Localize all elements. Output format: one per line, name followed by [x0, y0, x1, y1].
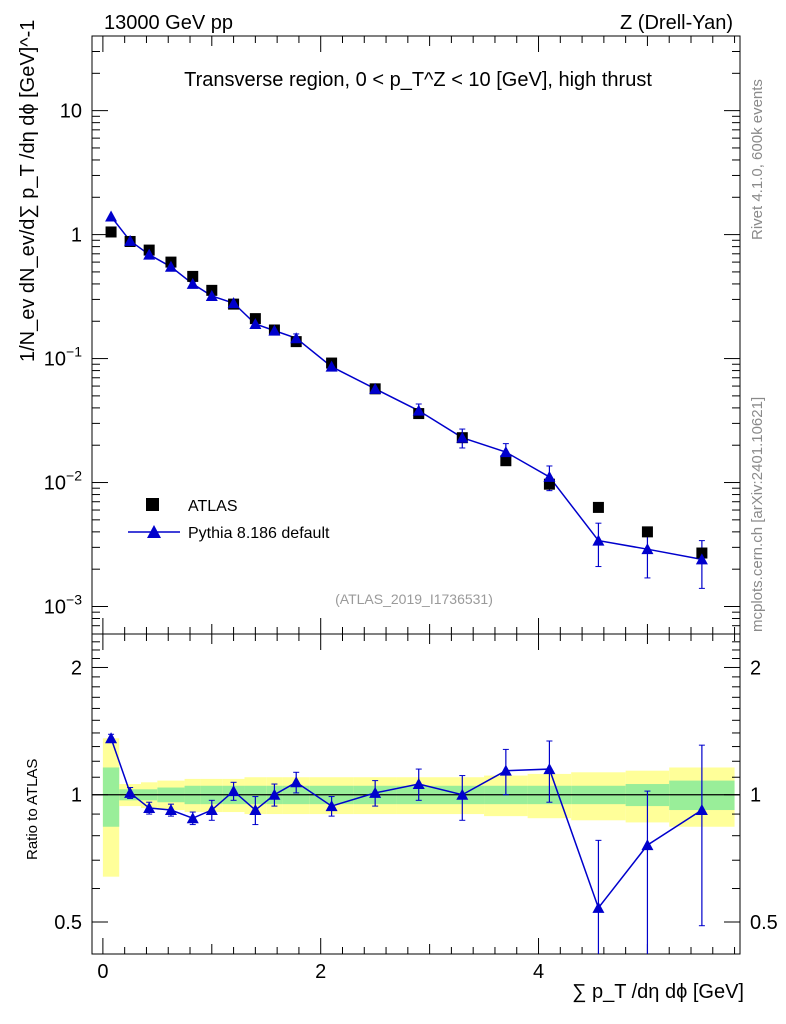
x-tick-label: 2	[315, 961, 326, 983]
legend: ATLAS Pythia 8.186 default	[128, 498, 330, 542]
atlas-point	[105, 226, 117, 238]
legend-pythia-label: Pythia 8.186 default	[188, 525, 330, 542]
pythia-point	[325, 360, 338, 372]
pythia-point	[290, 332, 303, 344]
y-axis-title: 1/N_ev dN_ev/d∑ p_T /dη dϕ [GeV]^-1	[17, 20, 39, 362]
ratio-point	[499, 764, 512, 776]
legend-atlas-marker	[146, 498, 159, 511]
ratio-point	[124, 786, 137, 798]
ratio-point	[325, 800, 338, 812]
atlas-point	[543, 478, 555, 490]
ratio-point	[369, 786, 382, 798]
rivet-label: Rivet 4.1.0, 600k events	[749, 79, 766, 240]
legend-atlas-label: ATLAS	[188, 498, 238, 515]
legend-pythia-marker	[147, 525, 161, 538]
pythia-point	[249, 318, 262, 330]
ratio-line	[110, 738, 703, 910]
x-axis-title: ∑ p_T /dη dϕ [GeV]	[572, 981, 744, 1003]
ratio-point	[695, 804, 708, 816]
pythia-point	[412, 404, 425, 416]
ratio-tick-label-left: 1	[71, 785, 82, 807]
y-tick-label: 10−1	[44, 344, 82, 371]
ratio-point	[543, 763, 556, 775]
ratio-point	[268, 788, 281, 800]
y-tick-label: 10−2	[44, 468, 82, 495]
ratio-tick-label-left: 2	[71, 657, 82, 679]
pythia-point	[268, 324, 281, 336]
ratio-point	[143, 802, 156, 814]
pythia-point	[543, 470, 556, 482]
stat-band	[102, 767, 120, 827]
pythia-point	[695, 553, 708, 565]
ratio-point	[456, 788, 469, 800]
ratio-point	[412, 778, 425, 790]
ratio-point	[290, 776, 303, 788]
y-tick-label: 1	[71, 225, 82, 247]
atlas-point	[500, 455, 512, 467]
pythia-point	[592, 534, 605, 546]
analysis-label: (ATLAS_2019_I1736531)	[335, 591, 493, 607]
pythia-point	[143, 248, 156, 260]
ratio-point	[205, 804, 218, 816]
source-label: mcplots.cern.ch [arXiv:2401.10621]	[749, 397, 766, 632]
process-label: Z (Drell-Yan)	[620, 12, 733, 34]
ratio-point	[227, 785, 240, 797]
ratio-point	[105, 732, 118, 744]
ratio-tick-label-right: 1	[750, 785, 761, 807]
ratio-point	[592, 901, 605, 913]
atlas-point	[592, 501, 604, 513]
ratio-point	[186, 812, 199, 824]
ratio-tick-label-left: 0.5	[54, 912, 82, 934]
pythia-point	[499, 446, 512, 458]
ratio-point	[164, 804, 177, 816]
atlas-point	[696, 547, 708, 559]
ratio-plot-frame	[91, 633, 741, 955]
x-tick-label: 0	[97, 961, 108, 983]
x-tick-label: 4	[533, 961, 544, 983]
energy-label: 13000 GeV pp	[104, 12, 233, 34]
pythia-point	[164, 260, 177, 272]
x-axis: 0 2 4	[97, 36, 736, 983]
ratio-bands	[92, 738, 740, 877]
main-plot-frame	[91, 35, 741, 635]
chart-title: Transverse region, 0 < p_T^Z < 10 [GeV],…	[184, 69, 652, 91]
ratio-tick-label-right: 0.5	[750, 912, 778, 934]
main-series	[105, 210, 708, 589]
ratio-point	[641, 839, 654, 851]
pythia-point	[124, 234, 137, 246]
ratio-tick-label-right: 2	[750, 657, 761, 679]
pythia-point	[205, 289, 218, 301]
atlas-point	[641, 526, 653, 538]
ratio-series	[105, 732, 708, 954]
y-tick-label: 10−3	[44, 591, 82, 618]
atlas-point	[187, 270, 199, 282]
pythia-point	[227, 297, 240, 309]
pythia-point	[105, 210, 118, 222]
ratio-axis: 0.5 0.5 1 1 2 2	[54, 641, 778, 934]
pythia-point	[369, 382, 382, 394]
ratio-point	[249, 804, 262, 816]
pythia-point	[641, 543, 654, 555]
y-tick-label: 10	[60, 101, 82, 123]
pythia-point	[186, 277, 199, 289]
pythia-point	[456, 431, 469, 443]
ratio-axis-title: Ratio to ATLAS	[24, 759, 41, 860]
main-axis: 10−3 10−2 10−1 1 10	[44, 35, 740, 635]
